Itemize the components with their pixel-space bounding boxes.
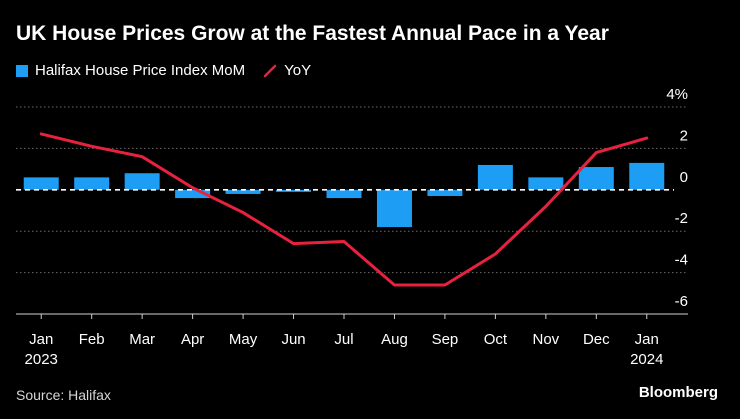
brand-logo: Bloomberg	[638, 384, 718, 401]
bar-mom	[326, 189, 362, 199]
y-tick-label: -6	[675, 293, 688, 310]
bar-mom	[175, 189, 211, 199]
x-year-label: 2024	[630, 351, 663, 368]
bar-mom	[427, 189, 463, 197]
y-axis-ticks: 4% 2 0 -2 -4 -6	[666, 86, 688, 310]
bar-mom	[276, 189, 312, 192]
legend-swatch-mom	[16, 64, 28, 77]
x-tick-label: Jun	[281, 331, 305, 348]
legend-line-yoy-icon	[263, 64, 277, 77]
bar-mom	[477, 164, 513, 190]
x-tick-label: Feb	[79, 331, 105, 348]
x-tick-label: Mar	[129, 331, 155, 348]
x-year-label: 2023	[25, 351, 58, 368]
line-yoy	[39, 132, 649, 287]
line-layer	[39, 132, 649, 287]
y-tick-label: -2	[675, 210, 688, 227]
bar-mom	[528, 177, 564, 190]
x-tick-label: Aug	[381, 331, 408, 348]
y-tick-label: 2	[680, 127, 688, 144]
y-tick-label: -4	[675, 252, 688, 269]
bar-layer	[23, 162, 665, 228]
x-tick-label: Apr	[181, 331, 204, 348]
x-tick-label: Dec	[583, 331, 610, 348]
x-tick-label: Jul	[334, 331, 353, 348]
legend-label-yoy: YoY	[284, 62, 312, 79]
grid-layer	[16, 106, 688, 315]
y-tick-label: 4%	[666, 86, 688, 103]
bar-mom	[578, 167, 614, 190]
x-tick-label: May	[229, 331, 258, 348]
bar-mom	[376, 189, 412, 228]
bar-mom	[23, 177, 59, 190]
chart-title: UK House Prices Grow at the Fastest Annu…	[16, 22, 609, 45]
bar-mom	[74, 177, 110, 190]
x-axis-ticks: Jan 2023 Feb Mar Apr May Jun Jul Aug Sep Oct Nov Dec…	[25, 314, 663, 368]
x-tick-label: Sep	[432, 331, 459, 348]
x-tick-label: Jan	[635, 331, 659, 348]
legend: Halifax House Price Index MoM YoY	[16, 62, 311, 79]
source-note: Source: Halifax	[16, 387, 111, 403]
x-tick-label: Nov	[533, 331, 560, 348]
legend-label-mom: Halifax House Price Index MoM	[35, 62, 246, 79]
x-tick-label: Jan	[29, 331, 53, 348]
bar-mom	[225, 189, 261, 194]
x-tick-label: Oct	[484, 331, 508, 348]
bar-mom	[124, 173, 160, 190]
bar-mom	[629, 162, 665, 190]
y-tick-label: 0	[680, 169, 688, 186]
